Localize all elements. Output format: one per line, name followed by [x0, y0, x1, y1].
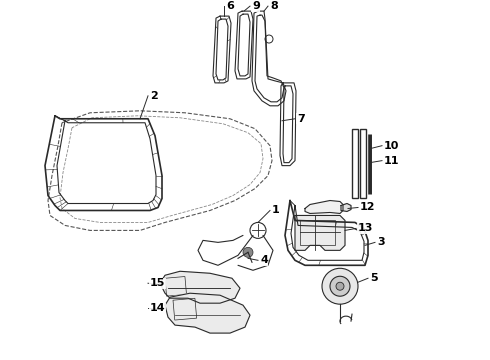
Text: 5: 5	[370, 273, 378, 283]
Text: 12: 12	[360, 202, 375, 212]
Polygon shape	[295, 216, 345, 250]
Text: 14: 14	[150, 303, 166, 313]
Bar	[300, 220, 335, 246]
Text: 4: 4	[260, 255, 268, 265]
Text: 6: 6	[226, 1, 234, 11]
Text: 9: 9	[252, 1, 260, 11]
Text: 10: 10	[384, 141, 399, 151]
Bar	[360, 129, 366, 198]
Polygon shape	[165, 293, 250, 333]
Text: 7: 7	[297, 114, 305, 124]
Text: 8: 8	[270, 1, 278, 11]
Bar	[165, 276, 187, 296]
Text: 1: 1	[272, 206, 280, 216]
Bar	[173, 298, 196, 320]
Text: 2: 2	[150, 91, 158, 101]
Circle shape	[336, 282, 344, 290]
Text: 13: 13	[358, 224, 373, 233]
Circle shape	[243, 247, 253, 257]
Text: 15: 15	[150, 278, 166, 288]
Circle shape	[330, 276, 350, 296]
Polygon shape	[305, 201, 343, 213]
Text: 11: 11	[384, 156, 399, 166]
Polygon shape	[341, 203, 351, 211]
Circle shape	[322, 268, 358, 304]
Bar	[352, 129, 358, 198]
Text: 3: 3	[377, 237, 385, 247]
Polygon shape	[160, 271, 240, 303]
